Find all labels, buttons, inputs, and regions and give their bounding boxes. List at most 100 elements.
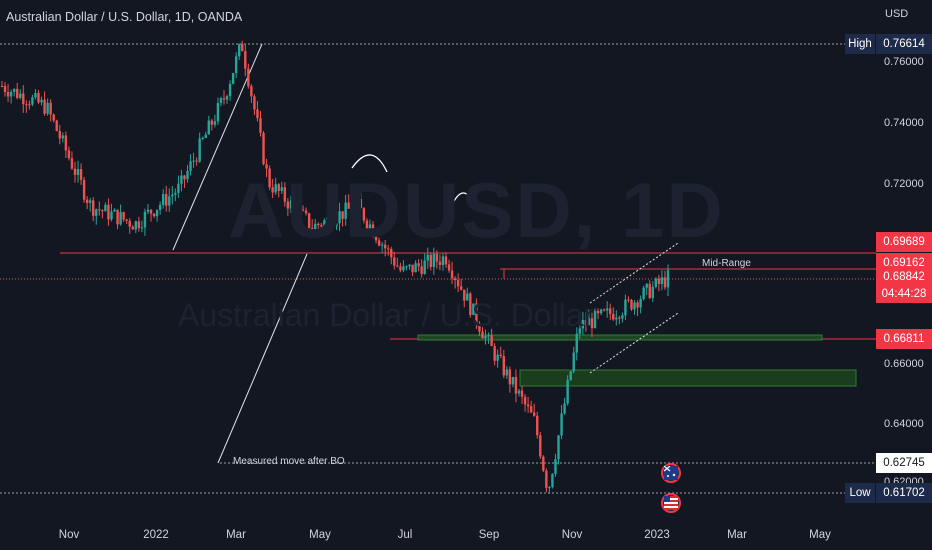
date-tick: 2022 [143,529,169,541]
candle-body [238,44,241,57]
price-tick: 0.74000 [884,117,924,129]
date-tick: Jul [397,529,413,541]
candle-body [578,328,582,334]
australia-flag-icon[interactable] [661,463,681,483]
support-zone-1 [417,334,823,341]
candle-body [341,211,344,219]
candle-body [277,184,280,191]
candle-body [256,109,259,119]
candle-body [22,93,25,105]
date-tick: May [809,529,831,541]
candle-body [265,164,268,169]
candle-body [76,169,80,175]
candle-body [113,209,116,212]
candle-body [192,160,195,162]
candle-body [411,264,414,273]
candle-body [298,209,302,218]
candle-body [402,266,405,271]
mid-range-label: Mid-Range [702,258,751,269]
candle-body [58,130,61,139]
candle-body [447,264,451,271]
candle-body [438,261,442,265]
candle-body [633,302,636,310]
candle-body [216,102,220,122]
candle-body [332,226,335,228]
candle-body [73,168,77,175]
candle-body [390,249,393,258]
candle-body [450,270,454,279]
candle-body [67,150,71,159]
candle-body [666,270,670,288]
candle-body [642,287,645,300]
candle-body [110,211,113,220]
candle-body [295,205,299,218]
date-tick: 2023 [644,529,670,541]
us-flag-icon[interactable] [661,493,681,513]
candle-body [502,356,505,376]
candle-body [536,415,539,436]
candle-body [37,93,40,103]
candle-body [414,263,417,273]
candle-body [630,299,633,310]
candle-body [557,435,560,460]
candle-body [6,92,10,97]
candle-body [365,220,369,229]
candle-body [627,299,630,301]
candle-body [46,102,49,114]
candle-body [228,83,232,97]
candle-body [481,331,484,339]
candle-body [569,371,572,380]
candle-body [289,200,293,209]
candle-body [651,286,654,299]
date-tick: Nov [58,529,80,541]
candle-body [0,86,4,87]
measured-move-line [217,253,308,464]
countdown-tag: 04:44:28 [876,285,932,303]
candle-body [469,293,472,315]
candle-body [371,224,375,237]
candle-body [49,102,52,115]
candle-body [183,175,186,180]
candle-body [43,99,46,114]
candle-body [122,212,125,220]
candle-body [368,224,372,229]
candle-body [362,208,366,221]
candle-body [472,303,475,315]
candle-body [517,390,521,394]
candle-body [587,318,591,326]
candle-body [639,299,642,308]
candle-body [590,318,594,329]
candle-body [231,73,235,84]
candle-body [207,120,210,135]
candle-body [554,459,557,474]
candle-body [25,104,28,106]
candle-body [165,194,168,206]
candle-body [149,209,153,214]
candle-body [195,160,198,162]
candle-body [283,187,287,202]
candle-body [125,219,128,221]
candle-body [393,257,396,266]
top-arc-2 [452,192,475,206]
candle-body [146,209,150,212]
candle-body [499,354,502,357]
candle-body [572,352,575,372]
candle-body [441,256,445,265]
candle-body [155,209,159,217]
candle-body [338,211,341,224]
candle-body [201,137,204,139]
candle-body [654,278,658,287]
candle-body [520,390,524,397]
candle-body [219,98,223,103]
candle-body [101,210,104,212]
chart-title: Australian Dollar / U.S. Dollar, 1D, OAN… [6,10,243,24]
candle-body [88,200,92,203]
candle-body [551,473,554,488]
candle-body [304,210,308,214]
candle-body [70,158,74,169]
candle-body [511,376,515,385]
candle-body [505,369,509,376]
candle-body [417,263,420,267]
price-tick: 0.76000 [884,56,924,68]
